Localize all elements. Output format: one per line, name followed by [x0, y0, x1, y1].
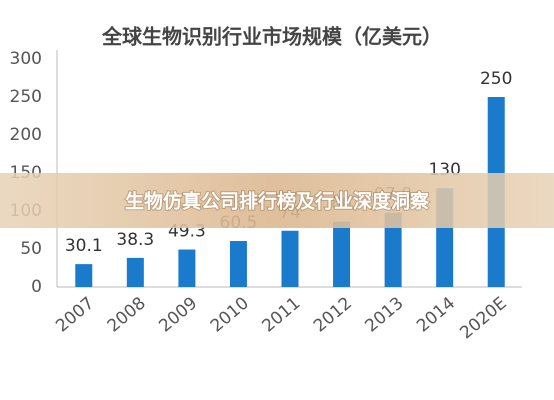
x-tick-label: 2013 — [362, 293, 408, 336]
value-label: 30.1 — [65, 236, 103, 256]
x-tick-label: 2011 — [258, 293, 304, 336]
y-tick-label: 250 — [10, 87, 42, 107]
y-tick-label: 300 — [10, 49, 42, 69]
banner-text: 生物仿真公司排行榜及行业深度洞察 — [125, 190, 430, 213]
bar — [178, 249, 196, 287]
bar — [384, 212, 402, 287]
x-tick-label: 2014 — [413, 293, 459, 336]
y-tick-label: 200 — [10, 125, 42, 145]
x-tick-label: 2009 — [155, 293, 201, 336]
value-label: 250 — [480, 69, 512, 89]
x-tick-label: 2008 — [104, 293, 150, 336]
x-tick-label: 2007 — [52, 293, 98, 336]
bar — [333, 221, 351, 287]
banner — [0, 173, 554, 228]
bar — [75, 264, 93, 287]
chart-title: 全球生物识别行业市场规模（亿美元） — [101, 25, 442, 49]
x-tick-label: 2020E — [456, 293, 510, 343]
x-tick-label: 2012 — [310, 293, 356, 336]
bar — [126, 257, 144, 287]
bar — [281, 230, 299, 287]
x-tick-label: 2010 — [207, 293, 253, 336]
value-label: 38.3 — [116, 230, 154, 250]
y-tick-label: 0 — [31, 277, 42, 297]
bar — [229, 241, 247, 287]
y-tick-label: 50 — [20, 239, 42, 259]
